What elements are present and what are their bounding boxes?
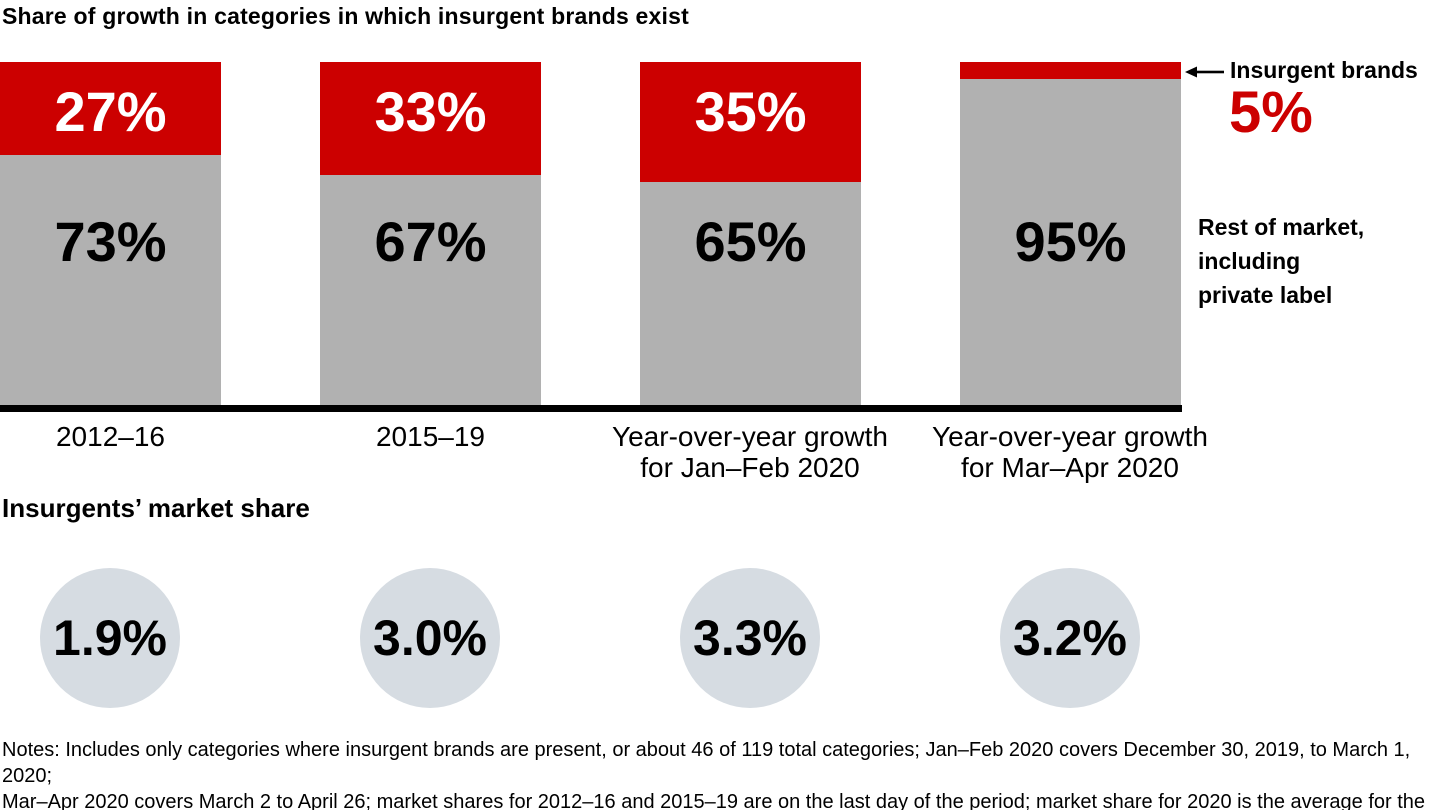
category-label-2012-16: 2012–16 [55, 421, 165, 452]
insurgent-segment [640, 62, 861, 183]
insurgent-segment [320, 62, 541, 176]
bar-jan-feb-2020: 35% 65% [640, 62, 861, 405]
market-share-heading: Insurgents’ market share [2, 493, 310, 523]
insurgent-brands-callout-value: 5% [1229, 80, 1313, 145]
footnote-line: Notes: Includes only categories where in… [2, 739, 1411, 787]
market-share-circle-jan-feb-2020: 3.3% [680, 568, 820, 708]
stacked-bar-chart: 27% 73% 33% 67% 35% 65% 95% [0, 62, 1182, 405]
market-share-circle-2012-16: 1.9% [40, 568, 180, 708]
category-label-mar-apr-2020: Year-over-year growth for Mar–Apr 2020 [932, 421, 1208, 483]
rest-value-label: 73% [54, 210, 167, 273]
page-title: Share of growth in categories in which i… [2, 3, 689, 29]
rest-value-label: 95% [1014, 210, 1127, 273]
rest-of-market-line: including [1198, 248, 1301, 274]
insurgent-value-label: 27% [54, 80, 167, 143]
rest-value-label: 65% [694, 210, 807, 273]
rest-segment [320, 175, 541, 405]
market-share-circle-2015-19: 3.0% [360, 568, 500, 708]
bar-mar-apr-2020: 95% [960, 62, 1181, 405]
rest-segment [640, 182, 861, 405]
category-label-jan-feb-2020: Year-over-year growth for Jan–Feb 2020 [612, 421, 888, 483]
rest-of-market-legend: Rest of market, including private label [1198, 210, 1364, 312]
left-arrow-icon [1185, 66, 1224, 78]
insurgent-value-label: 35% [694, 80, 807, 143]
footnote-line: Mar–Apr 2020 covers March 2 to April 26;… [2, 791, 1426, 810]
footnotes: Notes: Includes only categories where in… [2, 737, 1438, 810]
insurgent-brands-callout-label: Insurgent brands [1230, 57, 1418, 83]
rest-segment [0, 154, 221, 405]
rest-of-market-line: Rest of market, [1198, 214, 1365, 240]
category-label-2015-19: 2015–19 [375, 421, 485, 452]
insurgent-segment [0, 62, 221, 155]
rest-segment [960, 79, 1181, 405]
bar-2015-19: 33% 67% [320, 62, 541, 405]
rest-of-market-line: private label [1198, 282, 1333, 308]
insurgent-segment [960, 62, 1181, 80]
rest-value-label: 67% [374, 210, 487, 273]
insurgent-value-label: 33% [374, 80, 487, 143]
bar-2012-16: 27% 73% [0, 62, 221, 405]
x-axis-line [0, 405, 1182, 412]
market-share-circle-mar-apr-2020: 3.2% [1000, 568, 1140, 708]
